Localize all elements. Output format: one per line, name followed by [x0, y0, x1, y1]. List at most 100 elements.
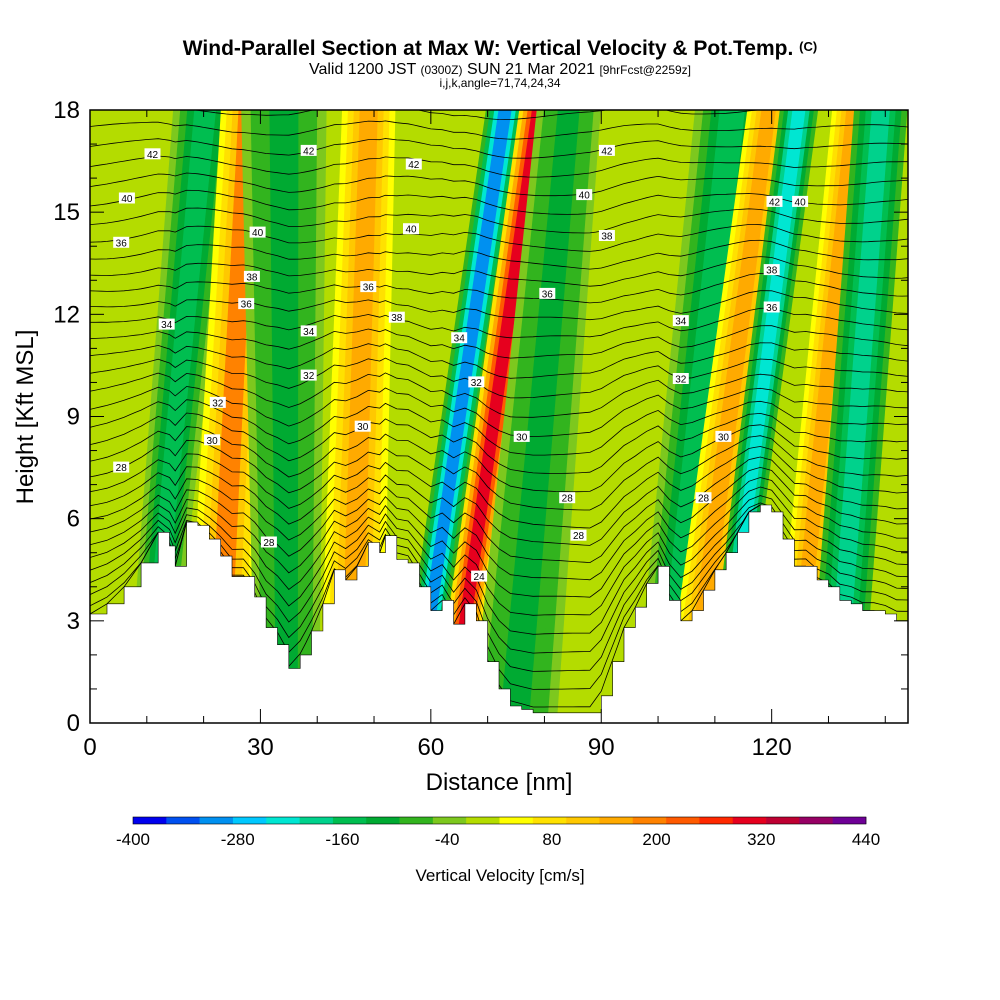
- isentrope-label-text: 34: [675, 317, 687, 328]
- colorbar-swatch: [199, 817, 234, 824]
- isentrope-label-bg: [249, 226, 266, 238]
- isentrope-label-bg: [766, 195, 783, 207]
- y-tick-label: 0: [67, 710, 80, 737]
- isentrope-label-bg: [598, 230, 615, 241]
- isentrope-label-bg: [113, 236, 130, 248]
- isentrope-label: 40: [576, 189, 593, 202]
- colorbar-swatch: [532, 817, 567, 824]
- isentrope-line: [90, 256, 908, 287]
- isentrope-label-text: 42: [601, 146, 613, 157]
- isentrope-label-bg: [539, 287, 556, 299]
- isentrope-label: 40: [249, 226, 266, 239]
- isentrope-line: [90, 495, 908, 616]
- colorbar-swatch: [566, 817, 600, 824]
- colorbar-tick-label: -40: [435, 830, 460, 849]
- colorbar-tick-label: 320: [747, 830, 775, 849]
- isentrope-label: 36: [360, 281, 377, 294]
- colorbar-swatch: [666, 817, 700, 824]
- isentrope-label-text: 24: [474, 572, 486, 583]
- y-tick-label: 3: [67, 608, 80, 635]
- isentrope-label: 40: [118, 192, 135, 205]
- forecast-info: [9hrFcst@2259z]: [599, 63, 692, 77]
- isentrope-label-text: 30: [207, 436, 219, 447]
- isentrope-label: 28: [260, 536, 277, 549]
- colorbar-tick-label: 440: [852, 830, 880, 849]
- colorbar-swatch: [499, 817, 534, 824]
- isentrope-label-text: 28: [573, 531, 585, 542]
- colorbar-swatch: [732, 817, 767, 824]
- isentrope-label-bg: [451, 332, 468, 344]
- isentrope-label-text: 36: [241, 300, 253, 311]
- isentrope-label: 32: [672, 373, 689, 386]
- y-tick-label: 12: [53, 301, 80, 328]
- isentrope-label-bg: [576, 189, 593, 201]
- isentrope-line: [90, 386, 908, 438]
- colorbar-swatch: [799, 817, 833, 824]
- terrain-mask: [90, 504, 908, 723]
- isentrope-line: [90, 86, 908, 99]
- isentrope-line: [90, 239, 908, 270]
- chart-title-text: Wind-Parallel Section at Max W: Vertical…: [182, 37, 794, 60]
- isentrope-label: 40: [403, 223, 419, 236]
- colorbar-swatch: [266, 817, 300, 824]
- y-tick-label: 18: [53, 97, 80, 124]
- isentrope-label-bg: [559, 492, 576, 504]
- colorbar-swatch: [399, 817, 434, 824]
- isentrope-line: [90, 357, 908, 399]
- isentrope-line: [174, 110, 908, 120]
- isentrope-label-bg: [598, 144, 615, 156]
- isentrope-label-bg: [471, 570, 488, 582]
- isentrope-line: [90, 155, 908, 178]
- isentrope-label: 28: [113, 461, 130, 474]
- isentrope-label-bg: [204, 434, 221, 446]
- isentrope-line: [90, 466, 908, 564]
- isentrope-label-text: 42: [769, 197, 781, 208]
- isentrope-label-bg: [570, 529, 587, 541]
- colorbar: -400 -280 -160 -40 80 200 320 440: [116, 816, 880, 849]
- colorbar-tick-label: -400: [116, 830, 150, 849]
- y-tick-label: 6: [67, 506, 80, 533]
- isentrope-label-text: 38: [246, 272, 258, 283]
- isentrope-label: 36: [238, 298, 255, 311]
- isentrope-label-bg: [405, 158, 422, 170]
- isentrope-line: [90, 207, 908, 234]
- isentrope-label: 42: [144, 148, 161, 161]
- isentrope-line: [90, 399, 908, 456]
- isentrope-label-bg: [238, 298, 255, 310]
- isentrope-label: 30: [715, 430, 732, 443]
- colorbar-tick-label: -160: [325, 830, 359, 849]
- velocity-band: [444, 110, 545, 723]
- colorbar-swatch: [332, 817, 367, 824]
- isentrope-label: 34: [451, 332, 468, 345]
- isentrope-label-bg: [300, 325, 317, 337]
- colorbar-swatch: [632, 817, 667, 824]
- isentrope-label: 32: [209, 396, 226, 409]
- isentrope-label-bg: [260, 536, 277, 548]
- isentrope-label-bg: [672, 315, 689, 327]
- isentrope-line: [90, 456, 908, 546]
- isentrope-label-bg: [118, 192, 135, 204]
- isentrope-label: 40: [792, 195, 809, 208]
- isentrope-label: 36: [763, 301, 780, 314]
- isentrope-label-text: 28: [116, 463, 128, 474]
- isentrope-label: 30: [354, 420, 371, 433]
- isentrope-label: 30: [513, 430, 530, 443]
- isentrope-label-text: 30: [516, 432, 528, 443]
- velocity-band: [339, 110, 378, 723]
- colorbar-swatch: [766, 817, 800, 824]
- isentrope-line: [90, 290, 908, 321]
- isentrope-label: 34: [300, 325, 317, 338]
- colorbar-swatch: [599, 817, 634, 824]
- chart-subtitle: Valid 1200 JST (0300Z) SUN 21 Mar 2021 […: [0, 61, 1000, 79]
- isentrope-label-text: 28: [562, 494, 574, 505]
- isentrope-label-text: 32: [675, 375, 687, 386]
- isentrope-line: [90, 325, 908, 359]
- colorbar-swatch: [133, 817, 167, 824]
- isentrope-label-text: 34: [303, 327, 315, 338]
- isentrope-label-bg: [388, 311, 405, 323]
- x-tick-label: 0: [83, 734, 96, 761]
- isentrope-line: [90, 435, 908, 511]
- isentrope-label-text: 32: [471, 378, 483, 389]
